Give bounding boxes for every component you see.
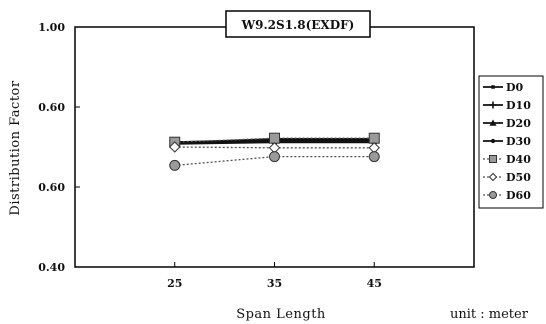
legend-label: D0 — [506, 81, 524, 94]
legend-label: D60 — [506, 189, 531, 202]
legend-label: D50 — [506, 171, 531, 184]
legend-marker — [490, 138, 496, 144]
chart-title: W9.2S1.8(EXDF) — [241, 18, 355, 32]
data-point — [269, 132, 280, 144]
data-point — [269, 151, 280, 163]
x-tick-label: 25 — [167, 277, 182, 290]
legend-marker — [489, 119, 497, 126]
data-point — [169, 159, 181, 171]
legend-item-d60: D60 — [483, 189, 531, 202]
legend-marker — [489, 155, 497, 163]
legend-item-d0: D0 — [483, 81, 524, 94]
legend: D0 D10 D20 D30 D40 D50 D60 — [478, 75, 544, 209]
legend-item-d50: D50 — [483, 171, 531, 184]
unit-note: unit : meter — [450, 307, 529, 322]
legend-item-d20: D20 — [483, 117, 531, 130]
chart-title-box — [225, 10, 371, 38]
legend-marker — [488, 172, 498, 182]
data-point — [368, 151, 380, 163]
legend-label: D20 — [506, 117, 531, 130]
legend-marker — [489, 101, 497, 109]
legend-item-d30: D30 — [483, 135, 531, 148]
y-tick-label: 0.40 — [38, 261, 65, 274]
legend-marker — [489, 191, 497, 199]
y-tick-label: 0.60 — [38, 181, 65, 194]
x-tick-label: 45 — [367, 277, 382, 290]
series-layer — [169, 132, 380, 171]
series-line — [174, 146, 375, 149]
y-tick-label: 1.00 — [38, 21, 65, 34]
legend-item-d10: D10 — [483, 99, 531, 112]
y-axis-label: Distribution Factor — [8, 80, 23, 215]
legend-box — [478, 75, 544, 209]
series-d60 — [169, 151, 380, 171]
legend-label: D40 — [506, 153, 531, 166]
legend-label: D10 — [506, 99, 531, 112]
legend-marker — [491, 85, 495, 89]
x-axis-label: Span Length — [236, 307, 326, 322]
y-tick-label: 0.60 — [38, 101, 65, 114]
x-axis-ticks: 25 35 45 — [167, 262, 382, 290]
x-tick-label: 35 — [267, 277, 282, 290]
y-axis-ticks: 0.40 0.60 0.60 1.00 — [38, 21, 80, 274]
series-line — [174, 137, 375, 143]
legend-label: D30 — [506, 135, 531, 148]
legend-item-d40: D40 — [483, 153, 531, 166]
data-point — [169, 141, 181, 153]
data-point — [368, 132, 380, 144]
